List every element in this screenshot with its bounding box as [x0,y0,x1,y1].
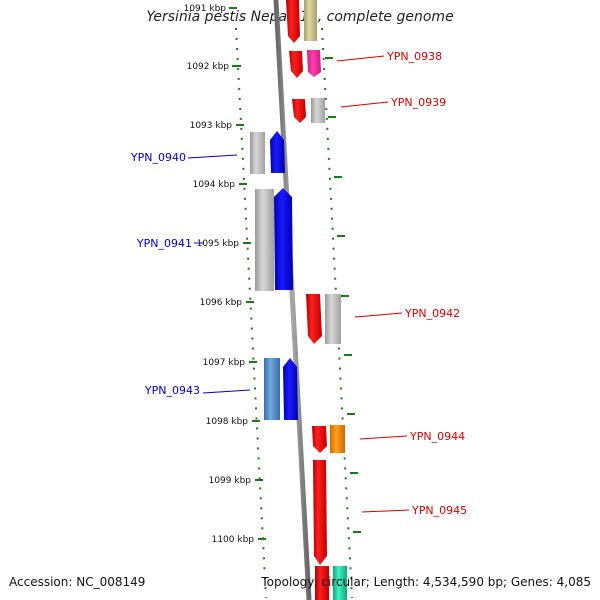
forward-gene-partial [315,566,329,600]
olive-feature [304,0,317,41]
connector-ypn-0938 [336,55,385,62]
gray-feature [311,98,325,123]
kbp-tick-label: 1094 kbp [193,180,236,190]
gene-labels: YPN_0938 YPN_0939 YPN_0940 YPN_0941 YPN_… [130,50,467,517]
gene-label-ypn-0944[interactable]: YPN_0944 [409,430,465,443]
connector-ypn-0939 [340,101,389,108]
gene-label-ypn-0940[interactable]: YPN_0940 [130,151,186,164]
forward-gene-arrow [292,99,306,123]
kbp-tick-label: 1093 kbp [190,121,233,131]
gray-feature [325,294,341,344]
gene-label-ypn-0945[interactable]: YPN_0945 [411,504,467,517]
reverse-gene-arrow [274,188,293,290]
left-dotted-guide [235,27,267,599]
reverse-gene-arrow [283,358,298,420]
gray-feature [255,189,274,291]
label-connectors [187,55,410,513]
gene-label-ypn-0938[interactable]: YPN_0938 [386,50,442,63]
genome-backbone [273,0,312,600]
forward-gene-arrow [313,460,327,565]
orange-feature [330,425,345,453]
map-title: Yersinia pestis Nepal516, complete genom… [146,9,454,25]
gene-label-ypn-0941[interactable]: YPN_0941 [136,237,192,250]
genome-summary-text: Topology: circular; Length: 4,534,590 bp… [261,575,591,589]
gene-label-ypn-0939[interactable]: YPN_0939 [390,96,446,109]
gene-label-ypn-0943[interactable]: YPN_0943 [144,384,200,397]
kbp-tick-label: 1092 kbp [187,62,230,72]
connector-ypn-0942 [354,312,403,318]
kbp-tick-label: 1100 kbp [212,535,255,545]
teal-feature [333,566,347,600]
kbp-tick-label: 1096 kbp [200,298,243,308]
kbp-tick-label: 1095 kbp [197,239,240,249]
kbp-tick-label: 1097 kbp [203,358,246,368]
accession-text: Accession: NC_008149 [9,575,146,589]
gene-label-ypn-0942[interactable]: YPN_0942 [404,307,460,320]
connector-ypn-0944 [359,435,408,440]
connector-ypn-0945 [361,509,410,513]
reverse-gene-arrow [270,131,285,173]
steel-feature [264,358,280,420]
connector-ypn-0940 [187,154,238,159]
kbp-tick-label: 1098 kbp [206,417,249,427]
kbp-tick-label: 1099 kbp [209,476,252,486]
magenta-feature [307,50,321,77]
forward-gene-arrow [286,0,300,43]
kbp-tick-label: 1091 kbp [184,4,227,14]
forward-gene-arrow [289,51,303,78]
gray-feature [250,132,265,174]
connector-ypn-0943 [202,389,251,394]
gene-features [250,0,347,600]
kbp-ticks: 1091 kbp 1092 kbp 1093 kbp 1094 kbp 1095… [184,4,361,545]
forward-gene-arrow [306,294,322,344]
forward-gene-arrow [312,426,327,453]
